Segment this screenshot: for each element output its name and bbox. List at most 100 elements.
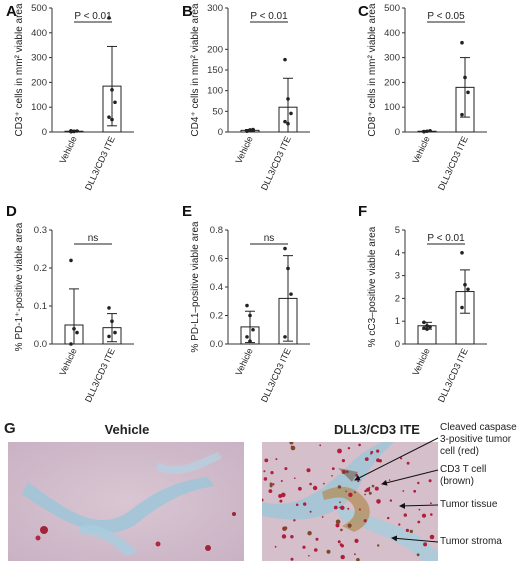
stained-cell xyxy=(331,467,335,470)
category-label: Vehicle xyxy=(410,347,431,378)
stained-cell xyxy=(326,549,331,554)
data-point xyxy=(107,16,111,20)
data-point xyxy=(460,112,464,117)
y-tick-label: 0.4 xyxy=(210,282,223,293)
data-point xyxy=(245,335,249,339)
stained-cell xyxy=(376,458,380,463)
data-point xyxy=(107,306,111,310)
stained-cell xyxy=(429,534,435,540)
stained-cell xyxy=(376,449,380,453)
stained-cell xyxy=(347,523,352,528)
stained-cell xyxy=(421,513,427,518)
stained-cell xyxy=(308,555,310,557)
arrow-caspase xyxy=(354,437,439,481)
stained-cell xyxy=(371,484,375,488)
y-tick-label: 200 xyxy=(31,77,47,88)
stained-cell xyxy=(337,540,341,544)
stained-cell xyxy=(389,499,393,502)
arrow-cd3 xyxy=(381,469,439,486)
data-point xyxy=(428,128,432,133)
stained-cell xyxy=(356,558,360,561)
stained-cell xyxy=(278,494,283,498)
y-tick-label: 500 xyxy=(384,3,400,14)
stained-cell xyxy=(262,498,264,502)
y-tick-label: 1 xyxy=(395,316,400,327)
stained-cell xyxy=(403,513,407,517)
significance-label: P < 0.01 xyxy=(74,11,112,22)
arrow-tumor-tissue xyxy=(399,502,439,509)
panel-letter: B xyxy=(182,3,193,20)
stained-cell xyxy=(423,542,428,547)
stained-cell xyxy=(398,523,401,526)
category-label: DLL3/CD3 ITE xyxy=(259,347,293,404)
stained-cell xyxy=(348,492,353,497)
y-tick-label: 0.8 xyxy=(210,225,223,236)
stained-cell xyxy=(284,467,288,471)
y-tick-label: 0.0 xyxy=(34,339,47,350)
treated-image-title: DLL3/CD3 ITE xyxy=(334,422,420,437)
significance-label: P < 0.01 xyxy=(427,233,465,244)
data-point xyxy=(110,117,114,122)
data-point xyxy=(425,323,429,328)
data-point xyxy=(245,303,249,308)
significance-label: P < 0.01 xyxy=(250,11,288,22)
stained-cell xyxy=(315,537,319,541)
stained-cell xyxy=(268,489,273,493)
stained-cell xyxy=(368,486,371,489)
data-point xyxy=(463,282,467,287)
stained-cell xyxy=(290,557,294,561)
stained-cell xyxy=(323,482,325,485)
stained-cell xyxy=(279,499,283,503)
data-point xyxy=(460,251,464,255)
y-tick-label: 2 xyxy=(395,293,400,304)
y-tick-label: 300 xyxy=(31,53,47,64)
significance-label: P < 0.05 xyxy=(427,11,465,22)
stained-cell xyxy=(428,479,432,483)
data-point xyxy=(422,320,426,325)
annotation-cd3: CD3 T cell (brown) xyxy=(440,464,487,487)
stained-cell xyxy=(274,545,277,548)
y-tick-label: 100 xyxy=(31,102,47,113)
data-point xyxy=(283,246,287,251)
stained-cell xyxy=(358,508,361,511)
stained-cell xyxy=(416,553,420,557)
y-tick-label: 5 xyxy=(395,225,400,236)
stained-cell xyxy=(345,490,347,493)
stained-cell xyxy=(264,458,269,463)
stained-cell xyxy=(340,528,343,532)
category-label: DLL3/CD3 ITE xyxy=(259,135,293,192)
stained-cell xyxy=(358,443,361,447)
stained-cell xyxy=(347,447,351,450)
chart-panel-A: A 0 100 200 300 400 500 CD3⁺ cells in mm² viabl… xyxy=(6,3,134,192)
data-point xyxy=(286,97,290,101)
data-point xyxy=(248,313,252,318)
stained-cell xyxy=(309,510,312,513)
y-tick-label: 0 xyxy=(395,127,400,138)
data-point xyxy=(75,330,79,335)
data-point xyxy=(425,327,429,331)
stained-cell xyxy=(290,535,294,539)
stained-cell xyxy=(388,479,391,481)
data-point xyxy=(422,129,426,134)
data-point xyxy=(248,339,252,343)
stained-cell xyxy=(376,499,381,504)
y-tick-label: 3 xyxy=(395,271,400,282)
stained-cell xyxy=(281,534,287,539)
data-point xyxy=(283,119,287,124)
treated-micrograph xyxy=(262,442,438,561)
data-point xyxy=(245,128,249,133)
y-tick-label: 0.3 xyxy=(34,225,47,236)
stained-cell xyxy=(400,457,403,460)
stained-cell xyxy=(270,471,274,475)
y-tick-label: 0.1 xyxy=(34,301,47,312)
stained-cell xyxy=(387,516,390,520)
y-tick-label: 50 xyxy=(212,106,223,117)
y-tick-label: 100 xyxy=(207,86,223,97)
stained-cell xyxy=(306,468,311,473)
category-label: DLL3/CD3 ITE xyxy=(83,135,117,192)
stained-cell xyxy=(319,444,322,447)
stained-cell xyxy=(339,543,343,547)
chart-panel-D: D 0.0 0.1 0.2 0.3 % PD-1⁺-positive viable are… xyxy=(6,203,134,404)
stained-cell xyxy=(363,519,367,523)
